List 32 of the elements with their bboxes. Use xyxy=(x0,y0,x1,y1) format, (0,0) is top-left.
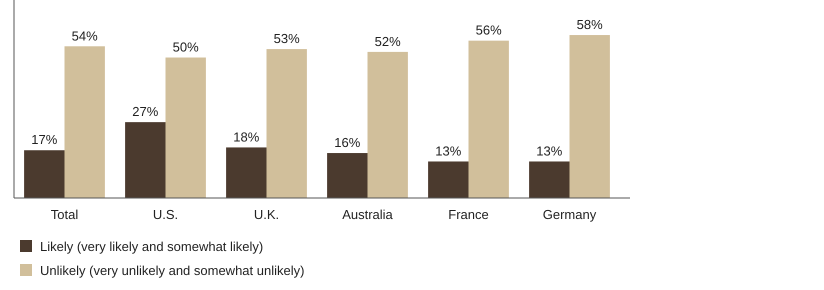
data-label: 56% xyxy=(476,22,502,38)
bar xyxy=(24,150,64,198)
x-tick-label: Australia xyxy=(342,207,394,222)
data-label: 13% xyxy=(435,143,462,158)
bar xyxy=(166,58,206,198)
bar xyxy=(266,49,307,198)
bar xyxy=(226,147,266,198)
x-tick-label: France xyxy=(448,207,489,222)
x-tick-label: U.S. xyxy=(152,207,178,222)
bar xyxy=(468,40,509,198)
bar xyxy=(327,153,368,198)
data-label: 18% xyxy=(233,129,260,144)
bar xyxy=(428,161,468,198)
data-label: 52% xyxy=(374,34,402,49)
data-label: 27% xyxy=(132,104,159,120)
data-label: 16% xyxy=(334,135,361,150)
data-label: 50% xyxy=(172,40,200,55)
data-label: 13% xyxy=(536,143,563,158)
x-tick-label: Total xyxy=(50,207,78,222)
bar xyxy=(570,35,610,198)
bar xyxy=(125,122,166,198)
legend-label: Likely (very likely and somewhat likely) xyxy=(40,239,264,254)
x-tick-label: Germany xyxy=(542,207,597,222)
bar xyxy=(368,52,408,198)
data-label: 53% xyxy=(274,31,300,46)
bar xyxy=(64,46,105,198)
data-label: 17% xyxy=(31,132,58,148)
data-label: 58% xyxy=(576,17,604,32)
bar xyxy=(529,161,570,198)
x-tick-label: U.K. xyxy=(254,207,280,222)
legend-label: Unlikely (very unlikely and somewhat unlikely) xyxy=(40,263,304,278)
data-label: 54% xyxy=(72,28,98,44)
